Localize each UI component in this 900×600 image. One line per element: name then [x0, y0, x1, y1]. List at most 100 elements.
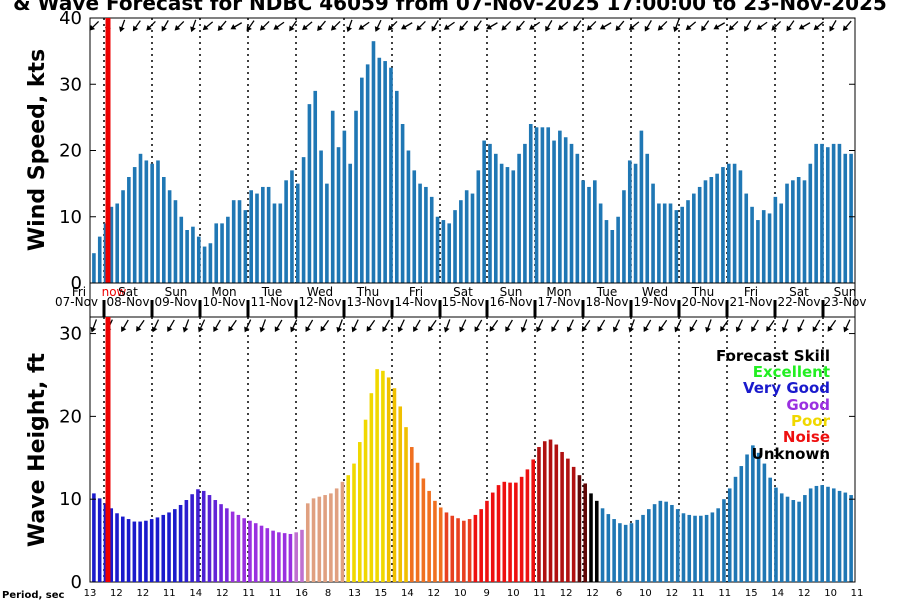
- period-value: 12: [110, 588, 123, 599]
- wave-bar: [612, 519, 616, 582]
- wind-bar: [657, 203, 661, 283]
- direction-arrow: [274, 319, 283, 333]
- wave-bar: [121, 516, 125, 582]
- arrow-head: [843, 326, 849, 333]
- direction-arrow: [597, 319, 606, 333]
- arrow-head: [536, 326, 542, 333]
- wind-bar: [709, 177, 714, 283]
- wind-bar: [761, 210, 766, 284]
- wind-y-tick-label: 20: [59, 141, 82, 162]
- wind-bar: [493, 153, 498, 283]
- arrow-head: [586, 24, 593, 31]
- wave-bar: [277, 532, 281, 582]
- direction-arrow: [416, 20, 426, 31]
- wind-bar: [127, 177, 131, 283]
- wave-bar: [201, 490, 206, 582]
- wind-bar: [412, 170, 417, 284]
- wind-bar: [220, 223, 224, 284]
- wind-bar: [266, 186, 271, 283]
- direction-arrow: [786, 20, 795, 32]
- direction-arrow: [320, 319, 330, 332]
- date-label: 11-Nov: [250, 295, 293, 309]
- wave-bar: [375, 369, 379, 582]
- wind-bar: [191, 226, 195, 283]
- wind-bar: [424, 186, 428, 283]
- arrow-head: [317, 25, 323, 31]
- wind-bar: [639, 130, 644, 284]
- direction-arrow: [190, 19, 197, 33]
- wave-bar: [404, 427, 408, 582]
- wave-bar: [305, 503, 310, 582]
- direction-arrow: [358, 21, 370, 30]
- arrow-head: [813, 24, 820, 31]
- wave-height-bars: [92, 369, 853, 583]
- wave-bar: [421, 478, 426, 582]
- direction-arrow: [751, 319, 759, 333]
- wind-bar: [435, 216, 440, 283]
- wind-bar: [243, 210, 248, 284]
- period-value: 11: [851, 588, 864, 599]
- period-value: 11: [242, 588, 255, 599]
- wave-bar: [814, 485, 819, 582]
- period-value: 14: [401, 588, 414, 599]
- direction-arrow: [689, 319, 698, 333]
- wind-bar: [226, 216, 230, 283]
- wind-bar: [668, 203, 673, 283]
- arrow-head: [657, 24, 664, 31]
- wind-bar: [849, 153, 853, 283]
- direction-arrow: [829, 20, 837, 32]
- wind-bar: [622, 190, 626, 283]
- legend-item-noise: Noise: [783, 428, 830, 446]
- wind-bar: [581, 180, 585, 283]
- arrow-head: [330, 24, 337, 31]
- wave-bar: [652, 504, 657, 582]
- day-label: Fri: [744, 285, 758, 299]
- arrow-head: [781, 326, 788, 333]
- wind-bar: [808, 163, 813, 283]
- wave-bar: [259, 525, 264, 582]
- wave-bar: [433, 500, 437, 582]
- wave-y-ticks: 0 10 20 30: [59, 324, 855, 593]
- wave-bar: [779, 493, 784, 582]
- wind-bar: [464, 190, 469, 283]
- period-value: 10: [454, 588, 467, 599]
- arrow-head: [674, 326, 680, 333]
- direction-arrow: [397, 319, 405, 333]
- wave-bar: [525, 469, 530, 583]
- arrow-head: [443, 24, 450, 30]
- direction-arrow: [516, 20, 525, 31]
- period-value: 12: [427, 588, 440, 599]
- wind-bar: [569, 143, 574, 284]
- wave-bar: [184, 500, 189, 582]
- arrow-head: [459, 25, 465, 31]
- day-label: Tue: [596, 285, 618, 299]
- wind-bar: [330, 110, 335, 283]
- wind-bar: [441, 220, 446, 283]
- wind-bar: [662, 203, 667, 283]
- wind-speed-bars: [92, 41, 853, 284]
- wave-bar: [566, 458, 570, 582]
- direction-arrow: [599, 22, 612, 30]
- wave-bar: [132, 521, 137, 582]
- day-label: Sun: [500, 285, 523, 299]
- direction-arrow: [545, 20, 553, 32]
- wave-bar: [623, 524, 628, 582]
- wave-bar: [791, 500, 796, 582]
- direction-arrow: [89, 20, 100, 31]
- wave-bar: [704, 514, 709, 582]
- wave-day-dividers: [103, 317, 824, 582]
- wave-bar: [618, 523, 622, 582]
- period-value: 13: [84, 588, 97, 599]
- wave-bar: [710, 512, 715, 582]
- wave-height-panel: 0 10 20 30 Wave Height, ft Forecast Skill E…: [2, 316, 864, 600]
- arrow-head: [244, 326, 250, 333]
- wave-direction-arrows: [90, 319, 851, 333]
- wave-bar: [641, 514, 645, 582]
- direction-arrow: [798, 22, 811, 30]
- period-value: 12: [137, 588, 150, 599]
- wave-bar: [508, 482, 512, 583]
- wave-bar: [363, 419, 368, 582]
- arrow-head: [615, 25, 622, 31]
- wave-bar: [213, 500, 218, 582]
- wind-bar: [488, 143, 492, 284]
